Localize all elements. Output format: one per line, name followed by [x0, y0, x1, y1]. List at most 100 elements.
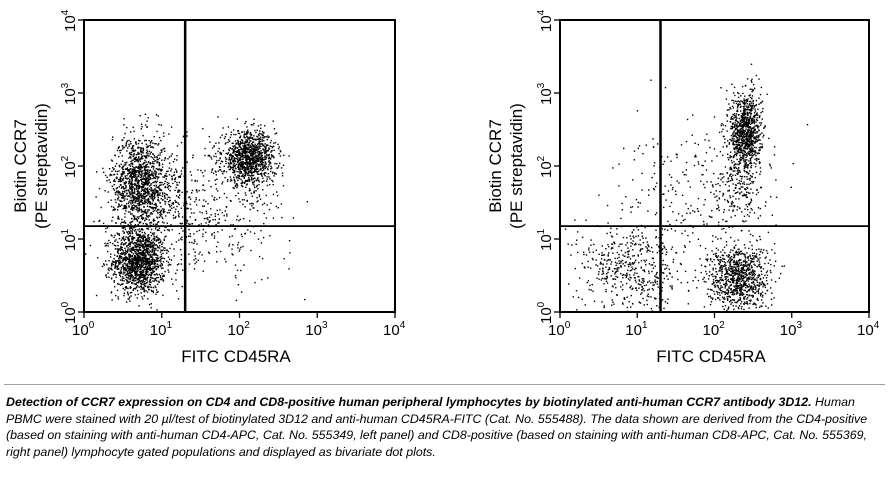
data-point — [126, 193, 128, 195]
data-point — [244, 142, 246, 144]
data-point — [151, 165, 154, 167]
data-point — [156, 309, 158, 311]
data-point — [147, 245, 150, 247]
data-point — [161, 250, 163, 252]
data-point — [232, 168, 234, 171]
data-point — [252, 149, 254, 151]
data-point — [146, 205, 149, 207]
data-point — [281, 172, 284, 174]
data-point — [261, 139, 264, 141]
data-point — [274, 173, 276, 175]
data-point — [132, 186, 134, 188]
data-point — [150, 174, 152, 176]
data-point — [164, 157, 166, 159]
data-point — [129, 153, 132, 156]
data-point — [112, 242, 114, 245]
data-point — [108, 267, 110, 269]
data-point — [155, 191, 157, 193]
data-point — [144, 200, 146, 202]
data-point — [262, 145, 264, 147]
data-point — [133, 157, 135, 160]
data-point — [253, 149, 256, 151]
data-point — [743, 133, 746, 135]
data-point — [248, 152, 251, 154]
data-point — [744, 147, 746, 150]
data-point — [136, 190, 138, 192]
data-point — [151, 277, 153, 279]
data-point — [170, 259, 173, 261]
data-point — [236, 155, 239, 157]
data-point — [737, 130, 739, 132]
data-point — [143, 283, 145, 286]
data-point — [216, 198, 218, 201]
data-point — [130, 260, 132, 263]
data-point — [253, 162, 255, 164]
data-point — [186, 207, 188, 210]
data-point — [268, 176, 270, 178]
data-point — [126, 161, 128, 164]
data-point — [192, 154, 194, 156]
data-point — [143, 290, 145, 292]
data-point — [129, 262, 132, 264]
data-point — [110, 234, 112, 236]
data-point — [248, 174, 250, 177]
data-point — [156, 180, 158, 182]
data-point — [108, 260, 110, 262]
data-point — [129, 180, 131, 182]
data-point — [115, 276, 117, 278]
data-point — [153, 188, 156, 190]
data-point — [133, 196, 136, 199]
data-point — [150, 206, 152, 209]
data-point — [240, 178, 242, 181]
data-point — [153, 280, 156, 282]
data-point — [118, 155, 120, 158]
data-point — [131, 261, 133, 264]
data-point — [743, 122, 745, 124]
data-point — [142, 135, 144, 137]
data-point — [265, 163, 267, 165]
data-point — [239, 143, 242, 145]
data-point — [147, 214, 150, 217]
data-point — [733, 164, 735, 166]
data-point — [108, 276, 110, 278]
data-point — [122, 227, 125, 230]
data-point — [178, 232, 181, 235]
data-point — [750, 129, 753, 131]
data-point — [139, 193, 142, 196]
data-point — [132, 262, 134, 264]
data-point — [127, 266, 129, 268]
data-point — [141, 235, 143, 238]
data-point — [147, 261, 149, 263]
data-point — [149, 263, 151, 265]
data-point — [125, 207, 128, 209]
data-point — [252, 203, 254, 205]
data-point — [238, 150, 241, 152]
data-point — [123, 252, 125, 254]
y-tick-label: 102 — [60, 155, 79, 178]
data-point — [742, 150, 744, 152]
data-point — [250, 153, 253, 155]
data-point — [129, 286, 132, 288]
data-point — [138, 139, 140, 142]
data-point — [148, 140, 150, 142]
data-point — [248, 176, 250, 179]
data-point — [143, 184, 145, 186]
data-point — [202, 175, 205, 177]
data-point — [741, 136, 744, 138]
data-point — [738, 131, 740, 133]
data-point — [172, 161, 175, 163]
data-point — [177, 202, 179, 204]
data-point — [137, 146, 139, 149]
data-point — [750, 188, 752, 190]
data-point — [140, 179, 142, 181]
data-point — [164, 226, 166, 228]
data-point — [121, 253, 123, 255]
data-point — [109, 256, 112, 258]
data-point — [165, 193, 167, 196]
data-point — [741, 124, 743, 126]
data-point — [265, 194, 267, 197]
data-point — [247, 172, 249, 175]
data-point — [220, 152, 223, 154]
data-point — [142, 147, 144, 149]
data-point — [142, 157, 144, 160]
